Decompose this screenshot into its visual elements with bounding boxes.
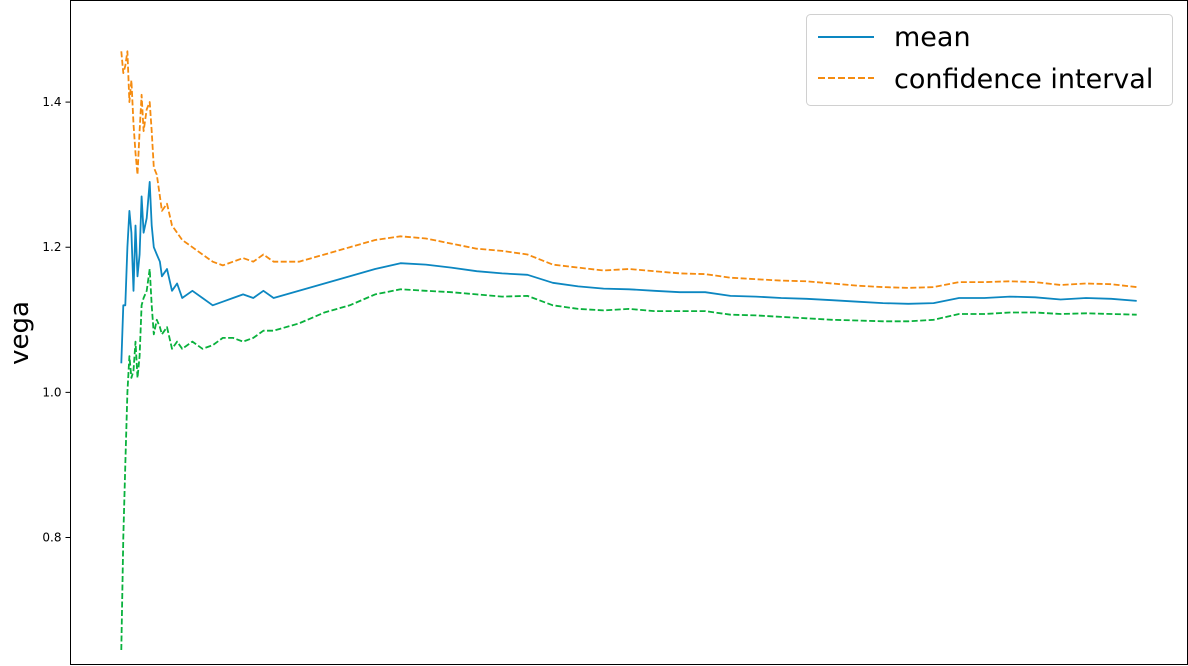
- legend-box: [806, 14, 1173, 106]
- lower-confidence-line: [120, 268, 1137, 651]
- legend-ci-label: confidence interval: [894, 64, 1153, 95]
- legend-mean-label: mean: [894, 22, 971, 53]
- upper-confidence-line: [120, 50, 1137, 289]
- y-tick-label: 1.2: [42, 240, 61, 254]
- legend: mean confidence interval: [806, 14, 1173, 106]
- mean-line: [120, 180, 1137, 364]
- y-tick-label: 1.0: [42, 385, 61, 399]
- y-tick-label: 1.4: [42, 95, 61, 109]
- y-tick-label: 0.8: [42, 531, 61, 545]
- y-axis: 0.8 1.0 1.2 1.4: [42, 95, 71, 545]
- series-lines: [120, 50, 1137, 651]
- y-axis-label: vega: [5, 301, 35, 365]
